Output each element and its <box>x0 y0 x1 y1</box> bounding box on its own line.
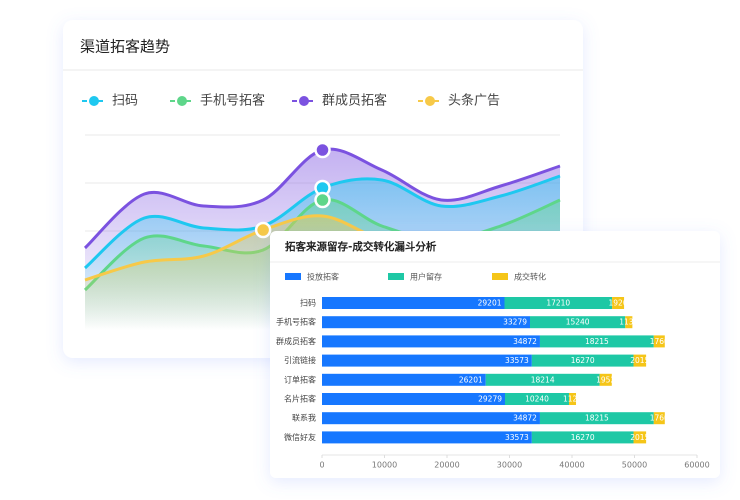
bar-segment <box>322 316 530 329</box>
bar-segment <box>568 393 577 405</box>
data-label: 1760 <box>650 337 669 346</box>
data-label: 33573 <box>505 356 529 365</box>
data-label: 1139 <box>619 318 638 327</box>
legend-label: 扫码 <box>112 94 138 109</box>
data-label: 29201 <box>478 299 502 308</box>
y-tick-label: 订单拓客 <box>284 374 316 384</box>
data-label: 1952 <box>596 375 615 384</box>
funnel-card: 拓客来源留存-成交转化漏斗分析 投放拓客 用户留存 成交转化 0 10000 20000 3… <box>270 231 720 478</box>
y-tick-label: 群成员拓客 <box>276 336 316 346</box>
data-label: 18215 <box>585 337 609 346</box>
bar-segment <box>322 431 532 444</box>
data-label: 2015 <box>630 433 649 442</box>
data-label: 16270 <box>571 356 595 365</box>
y-tick-label: 名片拓客 <box>284 394 316 404</box>
x-tick-label: 40000 <box>559 461 584 470</box>
legend-dot <box>299 96 309 106</box>
data-label: 33279 <box>503 318 527 327</box>
bar-segment <box>633 431 647 444</box>
x-tick-label: 10000 <box>372 461 397 470</box>
data-label: 29279 <box>478 395 502 404</box>
bar-segment <box>529 316 626 329</box>
bar-segment <box>504 297 613 309</box>
x-tick-label: 30000 <box>497 461 522 470</box>
data-label: 18215 <box>585 414 609 423</box>
data-label: 17210 <box>546 299 570 308</box>
data-label: 16270 <box>571 433 595 442</box>
legend-label: 用户留存 <box>410 272 442 282</box>
data-label: 1920 <box>609 299 628 308</box>
legend-swatch <box>285 273 301 280</box>
bar-segment <box>322 354 532 367</box>
legend-label: 群成员拓客 <box>322 93 387 109</box>
y-tick-label: 微信好友 <box>284 432 316 442</box>
x-tick-label: 50000 <box>622 461 647 470</box>
bar-segment <box>539 335 654 348</box>
x-tick-label: 60000 <box>684 461 709 470</box>
bar-segment <box>322 373 486 386</box>
y-tick-label: 引流链接 <box>284 355 316 365</box>
bar-segment <box>504 393 569 405</box>
legend-swatch <box>388 273 404 280</box>
data-label: 34872 <box>513 337 537 346</box>
bar-segment <box>612 297 625 309</box>
bar-segment <box>322 335 540 348</box>
bar-segment <box>322 412 540 425</box>
y-tick-label: 扫码 <box>300 298 316 308</box>
data-label: 2015 <box>630 356 649 365</box>
chart-title: 渠道拓客趋势 <box>80 38 170 56</box>
bar-segment <box>653 412 665 425</box>
legend-dot <box>177 96 187 106</box>
legend-dot <box>425 96 435 106</box>
y-tick-label: 手机号拓客 <box>276 317 316 327</box>
data-label: 1760 <box>650 414 669 423</box>
legend-swatch <box>492 273 508 280</box>
data-label: 1125 <box>563 395 582 404</box>
chart-title: 拓客来源留存-成交转化漏斗分析 <box>285 240 437 253</box>
bar-segment <box>539 412 654 425</box>
bar-segment <box>633 354 647 367</box>
data-label: 26201 <box>459 375 483 384</box>
point-marker <box>314 141 331 159</box>
x-tick-label: 20000 <box>434 461 459 470</box>
point-marker <box>314 191 331 209</box>
legend-label: 头条广告 <box>448 93 500 109</box>
legend-label: 成交转化 <box>514 272 546 282</box>
data-label: 15240 <box>566 318 590 327</box>
bar-segment <box>599 373 612 386</box>
legend-dot <box>89 96 99 106</box>
data-label: 18214 <box>531 375 555 384</box>
bar-segment <box>531 431 634 444</box>
data-label: 34872 <box>513 414 537 423</box>
bar-segment <box>625 316 633 329</box>
bar-segment <box>322 393 505 405</box>
data-label: 33573 <box>505 433 529 442</box>
legend-label: 投放拓客 <box>307 272 339 282</box>
y-tick-label: 联系我 <box>292 413 316 423</box>
point-marker <box>254 221 272 239</box>
bar-segment <box>653 335 665 348</box>
bar-segment <box>485 373 600 386</box>
x-tick-label: 0 <box>319 461 324 470</box>
data-label: 10240 <box>525 395 549 404</box>
bar-segment <box>322 297 505 309</box>
legend-label: 手机号拓客 <box>200 93 265 109</box>
bar-segment <box>531 354 634 367</box>
